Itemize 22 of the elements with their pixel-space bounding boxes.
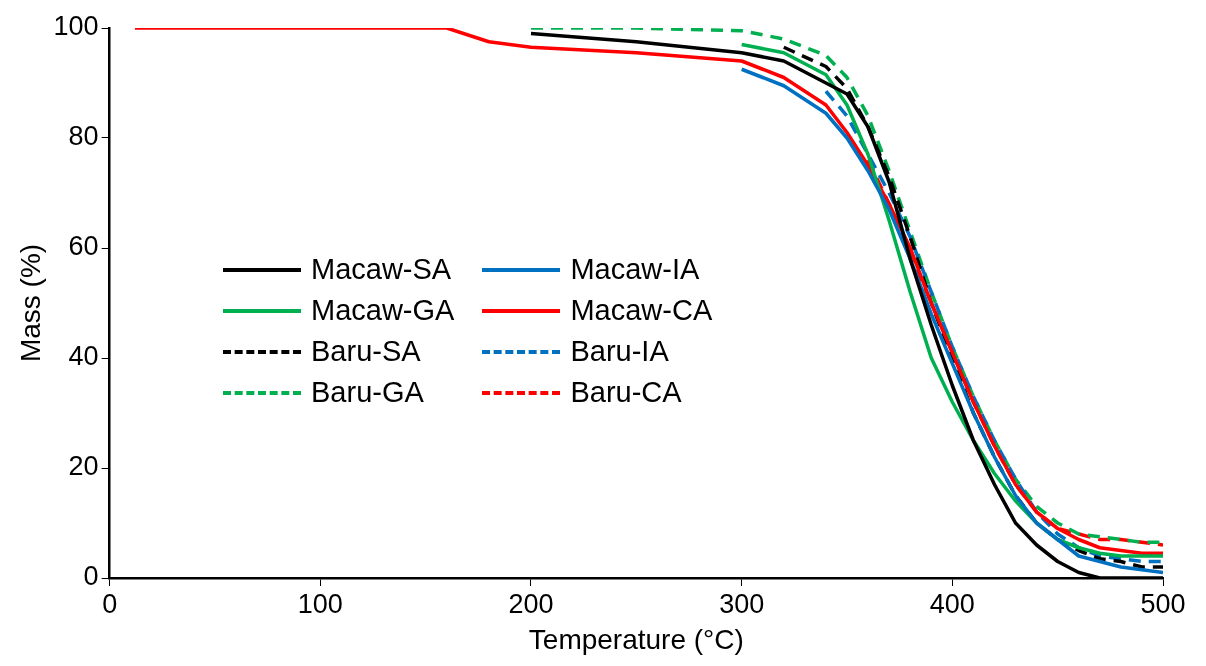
x-tick-label: 200 [508,588,554,619]
legend-label: Baru-SA [311,335,421,368]
y-tick-label: 80 [68,121,99,152]
x-tick-label: 400 [929,588,975,619]
y-tick-label: 100 [53,11,99,42]
x-tick-label: 500 [1140,588,1186,619]
legend-label: Baru-GA [311,376,424,409]
y-tick-label: 40 [68,341,99,372]
legend-label: Macaw-GA [311,294,455,327]
legend-label: Macaw-IA [570,253,700,286]
legend-label: Macaw-CA [570,294,713,327]
legend-label: Baru-CA [570,376,682,409]
x-axis-title: Temperature (°C) [528,623,744,655]
y-tick-label: 60 [68,231,99,262]
x-tick-label: 100 [297,588,343,619]
y-axis-title: Mass (%) [14,243,46,363]
legend-label: Baru-IA [570,335,669,368]
y-tick-label: 0 [83,561,99,592]
x-tick-label: 0 [102,588,118,619]
y-tick-label: 20 [68,451,99,482]
legend-label: Macaw-SA [311,253,452,286]
x-tick-label: 300 [719,588,765,619]
